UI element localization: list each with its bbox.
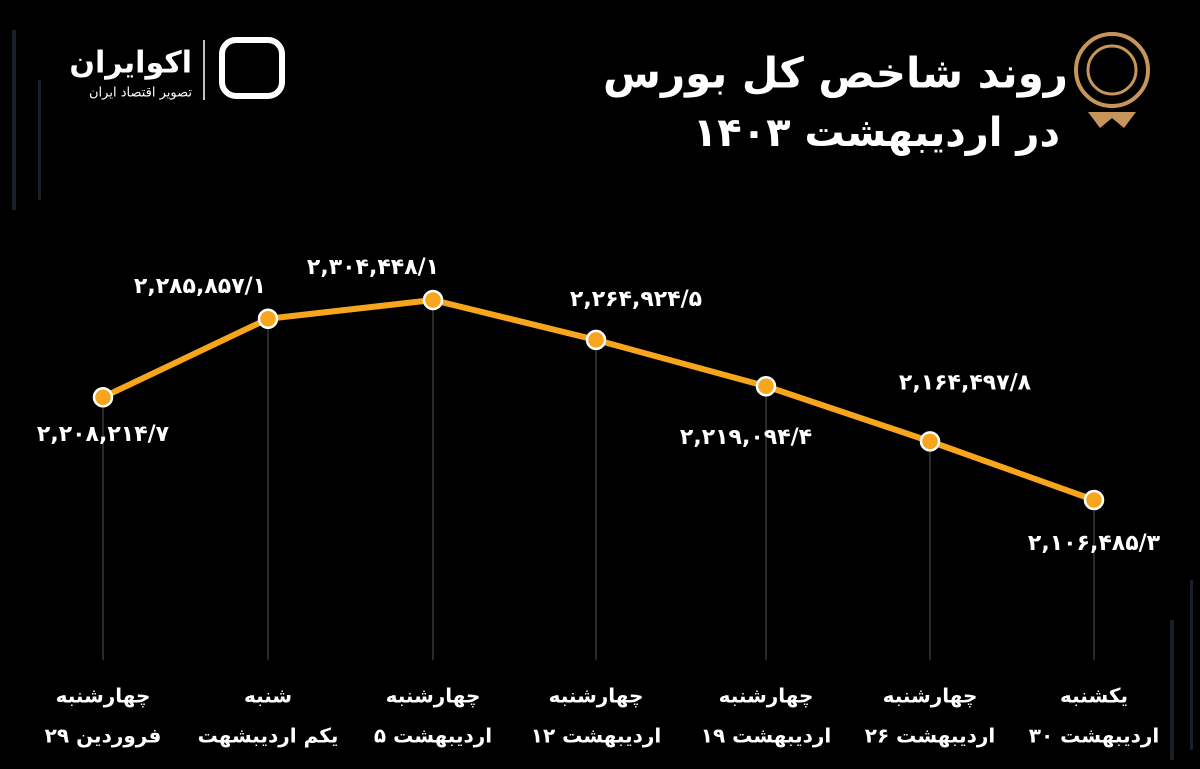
brand-name: اکوایران [69,46,192,81]
x-tick-label: چهارشنبه [56,684,151,709]
emblem-inner [1086,44,1138,96]
decor-bars [12,30,1193,760]
x-tick-label: چهارشنبه [883,684,978,709]
title: روند شاخص کل بورس [603,49,1068,99]
data-point [585,329,607,351]
x-tick-label: ۵ اردیبهشت [374,724,492,748]
x-tick-label: ۱۹ اردیبهشت [701,724,831,748]
data-point [1083,489,1105,511]
value-label: ۲,۲۰۸,۲۱۴/۷ [37,422,170,447]
x-tick-label: ۱۲ اردیبهشت [531,724,661,748]
decor-bar [1170,620,1174,760]
emblem [1074,32,1150,128]
subtitle: در اردیبهشت ۱۴۰۳ [693,110,1060,156]
value-label: ۲,۲۱۹,۰۹۴/۴ [680,425,812,450]
decor-bar [12,30,16,210]
value-label: ۲,۲۶۴,۹۲۴/۵ [570,287,702,312]
x-tick-label: چهارشنبه [386,684,481,709]
emblem-ring [1074,32,1150,108]
data-point [92,386,114,408]
x-tick-label: چهارشنبه [549,684,644,709]
brand-tagline: تصویر اقتصاد ایران [89,86,192,101]
brand-icon [219,37,285,99]
data-point [755,375,777,397]
x-tick-label: ۲۶ اردیبهشت [865,724,995,748]
brand-logo: اکوایران تصویر اقتصاد ایران [69,37,285,101]
x-tick-label: شنبه [244,684,292,708]
x-tick-label: ۲۹ فروردین [45,724,162,748]
decor-bar [1190,580,1193,750]
value-label: ۲,۲۸۵,۸۵۷/۱ [134,274,266,299]
value-label: ۲,۱۰۶,۴۸۵/۳ [1028,531,1161,556]
data-point [257,308,279,330]
emblem-base [1088,112,1136,128]
value-label: ۲,۳۰۴,۴۴۸/۱ [307,255,439,280]
x-tick-label: یکشنبه [1060,684,1128,708]
x-tick-label: چهارشنبه [719,684,814,709]
data-point [919,431,941,452]
x-tick-label: ۳۰ اردیبهشت [1029,724,1159,748]
data-point [422,289,444,311]
x-tick-label: یکم اردیبشهت [198,724,339,748]
decor-bar [38,80,41,200]
value-label: ۲,۱۶۴,۴۹۷/۸ [899,370,1032,395]
